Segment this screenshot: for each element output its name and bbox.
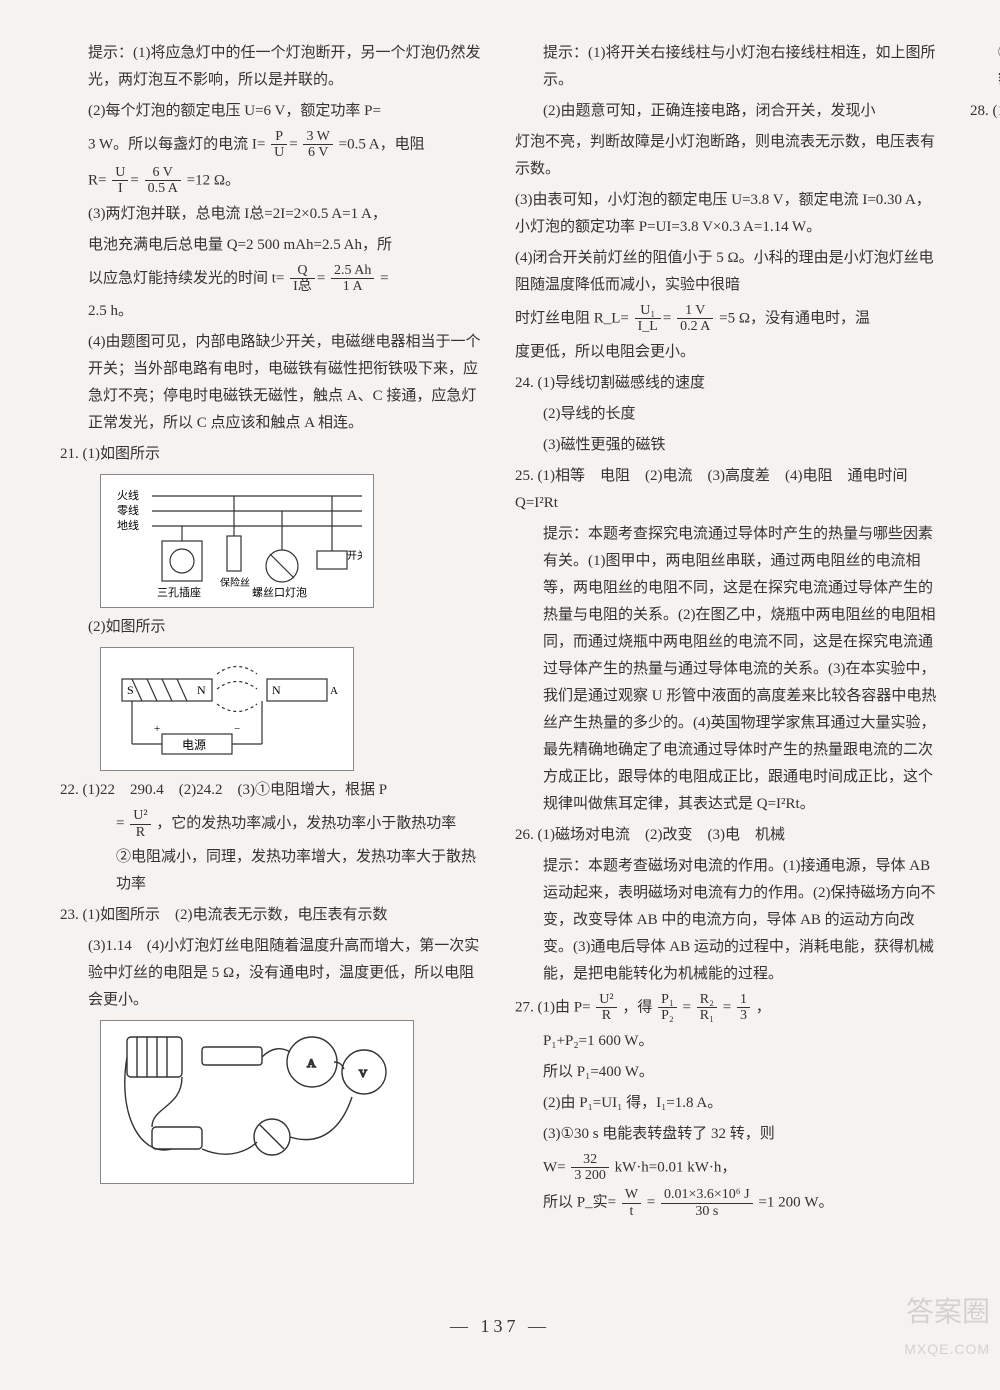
svg-text:V: V — [359, 1068, 367, 1080]
page-body: 提示：(1)将应急灯中的任一个灯泡断开，另一个灯泡仍然发光，两灯泡互不影响，所以… — [0, 0, 1000, 1300]
text: 以应急灯能持续发光的时间 t= — [88, 270, 284, 286]
q23-a: 23. (1)如图所示 (2)电流表无示数，电压表有示数 — [60, 902, 485, 929]
circuit-svg: 火线 零线 地线 三孔插座 保险丝 螺丝口灯泡 开关 — [112, 481, 362, 601]
frac-u-over-i: UI — [112, 165, 128, 197]
hint-1e: (4)由题图可见，内部电路缺少开关，电磁继电器相当于一个开关；当外部电路有电时，… — [60, 329, 485, 437]
q24-b: (2)导线的长度 — [515, 401, 940, 428]
page-number: — 137 — — [0, 1300, 1000, 1372]
hint-1d1: (3)两灯泡并联，总电流 I总=2I=2×0.5 A=1 A， — [60, 201, 485, 228]
text: ，得 — [622, 999, 652, 1015]
q23-g1: (4)闭合开关前灯丝的阻值小于 5 Ω。小科的理由是小灯泡灯丝电阻随温度降低而减… — [515, 245, 940, 299]
hint-1c: R= UI= 6 V0.5 A =12 Ω。 — [60, 165, 485, 197]
q27-b: P₁+P₂=1 600 W。 — [515, 1028, 940, 1055]
frac-p1-p2: P₁P₂ — [658, 992, 677, 1024]
text: ， — [756, 999, 771, 1015]
svg-text:−: − — [234, 723, 240, 735]
q22-b: = U²R ，它的发热功率减小，发热功率小于散热功率 — [60, 808, 485, 840]
q23-g2: 时灯丝电阻 R_L= U₁I_L= 1 V0.2 A =5 Ω，没有通电时，温 — [515, 303, 940, 335]
figure-21b: S N N A + − 电源 — [100, 647, 354, 771]
circuit-photo-svg: A V — [112, 1027, 402, 1177]
q25-b: 提示：本题考查探究电流通过导体时产生的热量与哪些因素有关。(1)图甲中，两电阻丝… — [515, 521, 940, 818]
q27-c: 所以 P₁=400 W。 — [515, 1059, 940, 1086]
svg-text:电源: 电源 — [182, 738, 206, 752]
svg-text:+: + — [154, 723, 160, 735]
hint-1d2: 电池充满电后总电量 Q=2 500 mAh=2.5 Ah，所 — [60, 232, 485, 259]
q27-e: (3)①30 s 电能表转盘转了 32 转，则 — [515, 1121, 940, 1148]
svg-text:零线: 零线 — [117, 503, 139, 517]
q21-b: (2)如图所示 — [60, 614, 485, 641]
q27-g: 所以 P_实= Wt = 0.01×3.6×10⁶ J30 s =1 200 W… — [515, 1187, 940, 1219]
svg-text:保险丝: 保险丝 — [220, 576, 250, 589]
q27-d: (2)由 P₁=UI₁ 得，I₁=1.8 A。 — [515, 1090, 940, 1117]
frac-big: 0.01×3.6×10⁶ J30 s — [661, 1187, 753, 1219]
text: R= — [88, 172, 106, 188]
svg-text:N: N — [197, 683, 206, 697]
q22-c: ②电阻减小，同理，发热功率增大，发热功率大于散热功率 — [60, 844, 485, 898]
q24-a: 24. (1)导线切割磁感线的速度 — [515, 370, 940, 397]
text: 27. (1)由 P= — [515, 999, 591, 1015]
q25-a: 25. (1)相等 电阻 (2)电流 (3)高度差 (4)电阻 通电时间 Q=I… — [515, 463, 940, 517]
text: = — [647, 1195, 655, 1211]
frac-r2-r1: R₂R₁ — [697, 992, 717, 1024]
hint-1b-line2: 3 W。所以每盏灯的电流 I= PU= 3 W6 V =0.5 A，电阻 — [60, 129, 485, 161]
text: 3 W。所以每盏灯的电流 I= — [88, 136, 265, 152]
text: =12 Ω。 — [187, 172, 240, 188]
text: = — [116, 816, 124, 832]
text: = — [683, 999, 691, 1015]
q27-a: 27. (1)由 P= U²R ，得 P₁P₂ = R₂R₁ = 13 ， — [515, 992, 940, 1024]
svg-text:A: A — [330, 685, 338, 697]
q23-g4: 度更低，所以电阻会更小。 — [515, 339, 940, 366]
frac-u1-il: U₁I_L — [635, 303, 661, 335]
svg-text:三孔插座: 三孔插座 — [157, 585, 201, 599]
text: kW·h=0.01 kW·h， — [615, 1159, 737, 1175]
q23-b: (3)1.14 (4)小灯泡灯丝电阻随着温度升高而增大，第一次实验中灯丝的电阻是… — [60, 933, 485, 1014]
text: 时灯丝电阻 R_L= — [515, 310, 629, 326]
frac-2.5ah-1a: 2.5 Ah1 A — [331, 263, 374, 295]
q27-h: ②用电高峰，实际电压小于额定电压，电烤箱实际功率小于额定功率 — [970, 40, 1000, 94]
q24-c: (3)磁性更强的磁铁 — [515, 432, 940, 459]
q26-b: 提示：本题考查磁场对电流的作用。(1)接通电源，导体 AB 运动起来，表明磁场对… — [515, 853, 940, 988]
frac-u2-r-2: U²R — [596, 992, 616, 1024]
svg-text:开关: 开关 — [347, 549, 362, 562]
frac-6v-05a: 6 V0.5 A — [145, 165, 181, 197]
q23-e: 灯泡不亮，判断故障是小灯泡断路，则电流表无示数，电压表有示数。 — [515, 129, 940, 183]
hint-1d5: 2.5 h。 — [60, 298, 485, 325]
q28-a: 28. (1)大于 — [970, 98, 1000, 125]
q23-f: (3)由表可知，小灯泡的额定电压 U=3.8 V，额定电流 I=0.30 A，小… — [515, 187, 940, 241]
svg-text:A: A — [307, 1056, 316, 1070]
text: =1 200 W。 — [758, 1195, 833, 1211]
svg-text:S: S — [127, 683, 134, 697]
text: 所以 P_实= — [543, 1195, 616, 1211]
hint-1a: 提示：(1)将应急灯中的任一个灯泡断开，另一个灯泡仍然发光，两灯泡互不影响，所以… — [60, 40, 485, 94]
hint-1b-line1: (2)每个灯泡的额定电压 U=6 V，额定功率 P= — [60, 98, 485, 125]
hint-1d3: 以应急灯能持续发光的时间 t= QI总= 2.5 Ah1 A = — [60, 263, 485, 295]
svg-text:火线: 火线 — [117, 488, 139, 502]
magnet-svg: S N N A + − 电源 — [112, 654, 342, 764]
text: = — [380, 270, 388, 286]
q23-c: 提示：(1)将开关右接线柱与小灯泡右接线柱相连，如上图所示。 — [515, 40, 940, 94]
figure-23: A V — [100, 1020, 414, 1184]
q26-a: 26. (1)磁场对电流 (2)改变 (3)电 机械 — [515, 822, 940, 849]
frac-p-over-u: PU — [271, 129, 287, 161]
text: =5 Ω，没有通电时，温 — [719, 310, 870, 326]
text: =0.5 A，电阻 — [339, 136, 425, 152]
frac-q-over-i: QI总 — [290, 263, 315, 295]
q22-a: 22. (1)22 290.4 (2)24.2 (3)①电阻增大，根据 P — [60, 777, 485, 804]
svg-text:螺丝口灯泡: 螺丝口灯泡 — [252, 585, 307, 599]
svg-text:地线: 地线 — [117, 518, 139, 532]
text: W= — [543, 1159, 566, 1175]
frac-32-3200: 323 200 — [571, 1152, 609, 1184]
figure-21a: 火线 零线 地线 三孔插座 保险丝 螺丝口灯泡 开关 — [100, 474, 374, 608]
svg-text:N: N — [272, 683, 281, 697]
text: ，它的发热功率减小，发热功率小于散热功率 — [156, 816, 456, 832]
frac-3w-6v: 3 W6 V — [303, 129, 332, 161]
frac-u2-r: U²R — [130, 808, 150, 840]
q27-f: W= 323 200 kW·h=0.01 kW·h， — [515, 1152, 940, 1184]
text: = — [723, 999, 731, 1015]
frac-1v-0.2a: 1 V0.2 A — [677, 303, 713, 335]
frac-w-t: Wt — [622, 1187, 641, 1219]
q21-a: 21. (1)如图所示 — [60, 441, 485, 468]
q23-d: (2)由题意可知，正确连接电路，闭合开关，发现小 — [515, 98, 940, 125]
frac-1-3: 13 — [737, 992, 750, 1024]
